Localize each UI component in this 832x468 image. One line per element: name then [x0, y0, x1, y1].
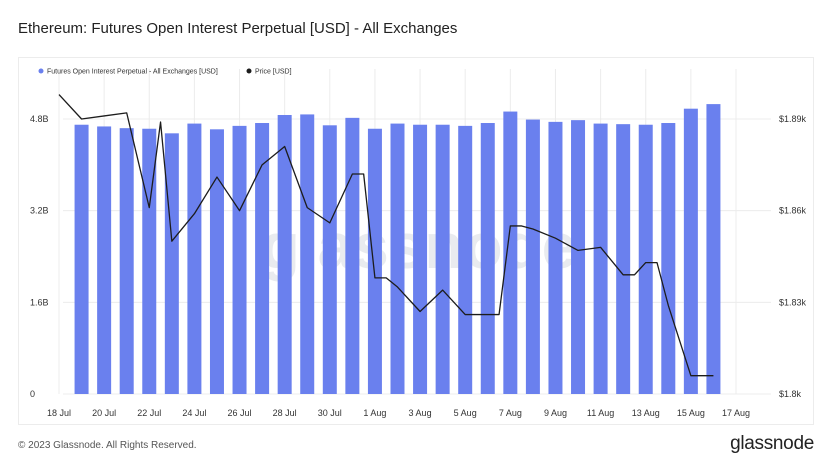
oi-bar [255, 123, 270, 395]
oi-bar [300, 114, 315, 394]
copyright-text: © 2023 Glassnode. All Rights Reserved. [18, 440, 197, 451]
x-tick-label: 11 Aug [587, 408, 614, 418]
x-tick-label: 26 Jul [228, 408, 252, 418]
oi-bar [706, 104, 721, 394]
oi-bar [187, 123, 202, 394]
x-tick-label: 9 Aug [544, 408, 567, 418]
oi-bar [661, 123, 676, 395]
y-left-tick-label: 4.8B [30, 114, 49, 124]
oi-bar [345, 117, 360, 394]
oi-bar [164, 133, 179, 394]
y-right-tick-label: $1.8k [779, 389, 802, 399]
oi-bar [525, 119, 540, 394]
oi-bar [277, 114, 292, 395]
x-tick-label: 13 Aug [632, 408, 660, 418]
oi-bar [119, 128, 134, 394]
x-tick-label: 18 Jul [47, 408, 71, 418]
oi-bar [209, 129, 224, 394]
x-tick-label: 22 Jul [137, 408, 161, 418]
y-left-tick-label: 3.2B [30, 206, 49, 216]
legend-label-open-interest: Futures Open Interest Perpetual - All Ex… [47, 69, 218, 76]
oi-bar [232, 125, 247, 394]
oi-bar [616, 124, 631, 394]
price-line [58, 94, 714, 377]
oi-bar [458, 125, 473, 394]
oi-bar [503, 111, 518, 395]
x-tick-label: 30 Jul [318, 408, 342, 418]
y-left-tick-label: 1.6B [30, 297, 49, 307]
x-tick-label: 1 Aug [363, 408, 386, 418]
oi-bar [322, 125, 337, 394]
x-tick-label: 15 Aug [677, 408, 705, 418]
y-right-tick-label: $1.86k [779, 206, 807, 216]
x-tick-label: 17 Aug [722, 408, 750, 418]
oi-bar [548, 121, 563, 395]
x-tick-label: 24 Jul [182, 408, 206, 418]
oi-bar [480, 123, 495, 395]
y-right-tick-label: $1.83k [779, 297, 807, 307]
legend-swatch-price [246, 68, 252, 74]
legend-label-price: Price [USD] [255, 69, 292, 76]
chart-title: Ethereum: Futures Open Interest Perpetua… [18, 20, 458, 37]
oi-bar [390, 123, 405, 394]
oi-bar [74, 124, 89, 395]
x-tick-label: 5 Aug [454, 408, 477, 418]
oi-bar [593, 123, 608, 394]
x-tick-label: 7 Aug [499, 408, 522, 418]
oi-bar [683, 108, 698, 394]
y-right-tick-label: $1.89k [779, 114, 807, 124]
chart-frame: glassnode01.6B3.2B4.8B$1.8k$1.83k$1.86k$… [18, 57, 814, 425]
x-tick-label: 20 Jul [92, 408, 116, 418]
legend-swatch-open-interest [38, 68, 44, 74]
oi-bar [638, 124, 653, 395]
x-tick-label: 3 Aug [409, 408, 432, 418]
y-left-tick-label: 0 [30, 389, 35, 399]
chart-svg: glassnode01.6B3.2B4.8B$1.8k$1.83k$1.86k$… [30, 68, 807, 418]
oi-bar [571, 120, 586, 395]
oi-bar [413, 124, 428, 395]
oi-bar [435, 124, 450, 395]
x-tick-label: 28 Jul [273, 408, 297, 418]
glassnode-logo: glassnode [730, 433, 814, 454]
oi-bar [367, 128, 382, 394]
oi-bar [97, 126, 112, 395]
